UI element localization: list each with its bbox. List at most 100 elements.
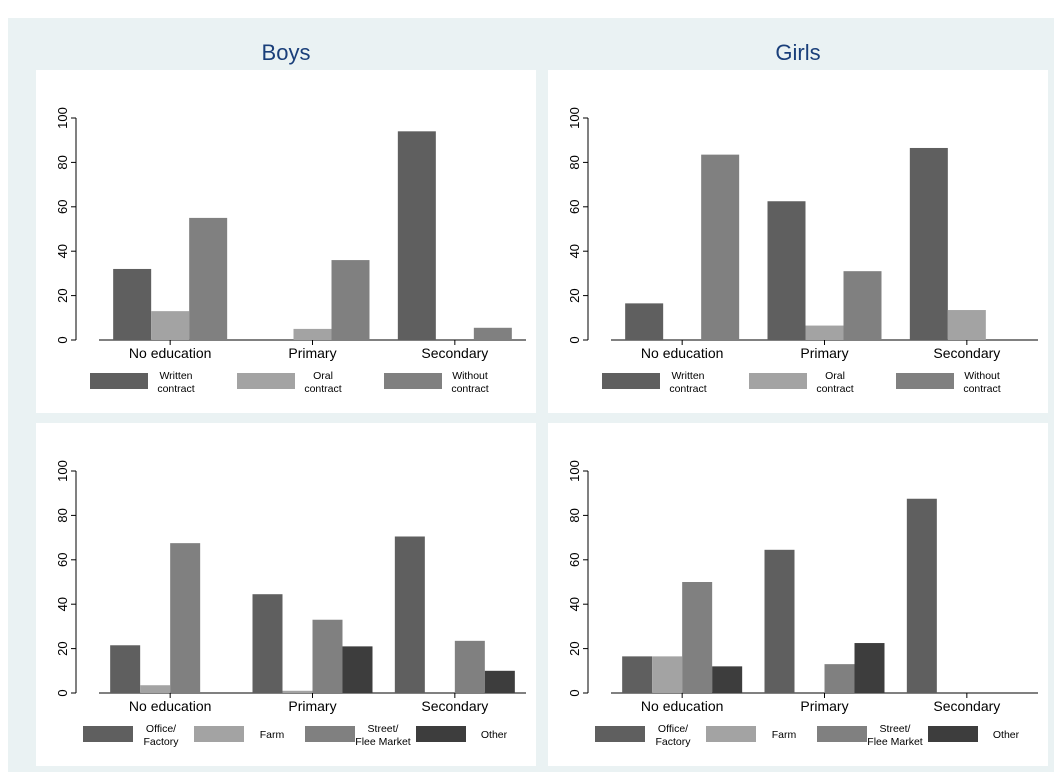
chart-girls-workplace: 0 20 40 60 80 100 No education Primary Secondary… bbox=[548, 423, 1048, 766]
bar bbox=[282, 690, 313, 693]
legend-swatch bbox=[305, 726, 355, 742]
legend-label: Without contract bbox=[963, 370, 1000, 395]
chart-girls-contract: 0 20 40 60 80 100 No education Primary Secondary… bbox=[548, 70, 1048, 413]
legend-swatch bbox=[384, 373, 442, 389]
bar bbox=[140, 685, 171, 693]
bar bbox=[947, 310, 986, 340]
legend-swatch bbox=[896, 373, 954, 389]
bar bbox=[484, 670, 515, 693]
column-title-boys: Boys bbox=[261, 40, 311, 65]
legend-label: Other bbox=[993, 729, 1020, 741]
x-tick-label: Primary bbox=[288, 345, 336, 361]
legend-label: Written contract bbox=[669, 370, 706, 395]
figure-background: Boys Girls 0 20 40 60 80 100 No education Prima… bbox=[8, 18, 1054, 772]
bar bbox=[110, 645, 141, 693]
legend-swatch bbox=[602, 373, 660, 389]
y-tick-label: 60 bbox=[567, 553, 582, 567]
y-tick-label: 100 bbox=[55, 107, 70, 129]
legend-label: Written contract bbox=[157, 370, 194, 395]
y-tick-label: 20 bbox=[567, 288, 582, 302]
y-tick-label: 20 bbox=[55, 641, 70, 655]
column-title-girls: Girls bbox=[775, 40, 821, 65]
bar bbox=[113, 268, 152, 340]
y-tick-label: 0 bbox=[55, 336, 70, 343]
y-tick-label: 20 bbox=[567, 641, 582, 655]
bar bbox=[397, 131, 436, 340]
legend-swatch bbox=[706, 726, 756, 742]
bar bbox=[394, 536, 425, 693]
x-tick-label: Primary bbox=[800, 698, 848, 714]
bar bbox=[454, 640, 485, 693]
bar bbox=[331, 260, 370, 340]
legend-label: Office/Factory bbox=[143, 723, 179, 748]
bar bbox=[312, 619, 343, 693]
y-tick-label: 0 bbox=[567, 689, 582, 696]
y-tick-label: 80 bbox=[567, 155, 582, 169]
legend-label: Oral contract bbox=[816, 370, 853, 395]
x-tick-label: Primary bbox=[288, 698, 336, 714]
legend-swatch bbox=[749, 373, 807, 389]
legend-label: Other bbox=[481, 729, 508, 741]
x-tick-label: No education bbox=[129, 698, 212, 714]
bar bbox=[805, 325, 844, 340]
legend-swatch bbox=[928, 726, 978, 742]
bar bbox=[767, 201, 806, 340]
bar bbox=[824, 664, 855, 693]
bar bbox=[843, 271, 882, 340]
y-tick-label: 0 bbox=[55, 689, 70, 696]
bar bbox=[682, 582, 713, 693]
bar bbox=[252, 594, 283, 693]
legend-label: Office/Factory bbox=[655, 723, 691, 748]
bar bbox=[622, 656, 653, 693]
legend-label: Oral contract bbox=[304, 370, 341, 395]
y-tick-label: 80 bbox=[55, 155, 70, 169]
y-tick-label: 80 bbox=[567, 508, 582, 522]
bar bbox=[170, 543, 201, 693]
legend-swatch bbox=[90, 373, 148, 389]
bar bbox=[712, 666, 743, 693]
bar bbox=[906, 498, 937, 693]
y-tick-label: 100 bbox=[55, 460, 70, 482]
legend-label: Without contract bbox=[451, 370, 488, 395]
bar bbox=[342, 646, 373, 693]
bar bbox=[701, 154, 740, 340]
y-tick-label: 80 bbox=[55, 508, 70, 522]
x-tick-label: No education bbox=[641, 698, 724, 714]
x-tick-label: Secondary bbox=[933, 698, 1000, 714]
chart-boys-contract: 0 20 40 60 80 100 No education Primary Secondary… bbox=[36, 70, 536, 413]
x-tick-label: No education bbox=[129, 345, 212, 361]
x-tick-label: Secondary bbox=[933, 345, 1000, 361]
y-tick-label: 60 bbox=[55, 553, 70, 567]
bar bbox=[764, 549, 795, 693]
x-tick-label: No education bbox=[641, 345, 724, 361]
bar bbox=[473, 327, 512, 340]
y-tick-label: 40 bbox=[567, 244, 582, 258]
legend-swatch bbox=[83, 726, 133, 742]
bar bbox=[909, 147, 948, 340]
legend-swatch bbox=[416, 726, 466, 742]
legend-swatch bbox=[237, 373, 295, 389]
y-tick-label: 60 bbox=[567, 200, 582, 214]
bar bbox=[151, 311, 190, 340]
y-tick-label: 0 bbox=[567, 336, 582, 343]
legend-swatch bbox=[817, 726, 867, 742]
y-tick-label: 40 bbox=[55, 597, 70, 611]
y-tick-label: 100 bbox=[567, 460, 582, 482]
bar bbox=[652, 656, 683, 693]
y-tick-label: 60 bbox=[55, 200, 70, 214]
legend-swatch bbox=[194, 726, 244, 742]
x-tick-label: Primary bbox=[800, 345, 848, 361]
legend-label: Street/Flee Market bbox=[867, 723, 923, 748]
x-tick-label: Secondary bbox=[421, 698, 488, 714]
x-tick-label: Secondary bbox=[421, 345, 488, 361]
legend-label: Farm bbox=[260, 729, 285, 741]
y-tick-label: 20 bbox=[55, 288, 70, 302]
y-tick-label: 40 bbox=[55, 244, 70, 258]
legend-label: Street/Flee Market bbox=[355, 723, 411, 748]
legend-swatch bbox=[595, 726, 645, 742]
bar bbox=[293, 328, 332, 340]
bar bbox=[189, 217, 228, 340]
bar bbox=[625, 303, 664, 340]
y-tick-label: 40 bbox=[567, 597, 582, 611]
